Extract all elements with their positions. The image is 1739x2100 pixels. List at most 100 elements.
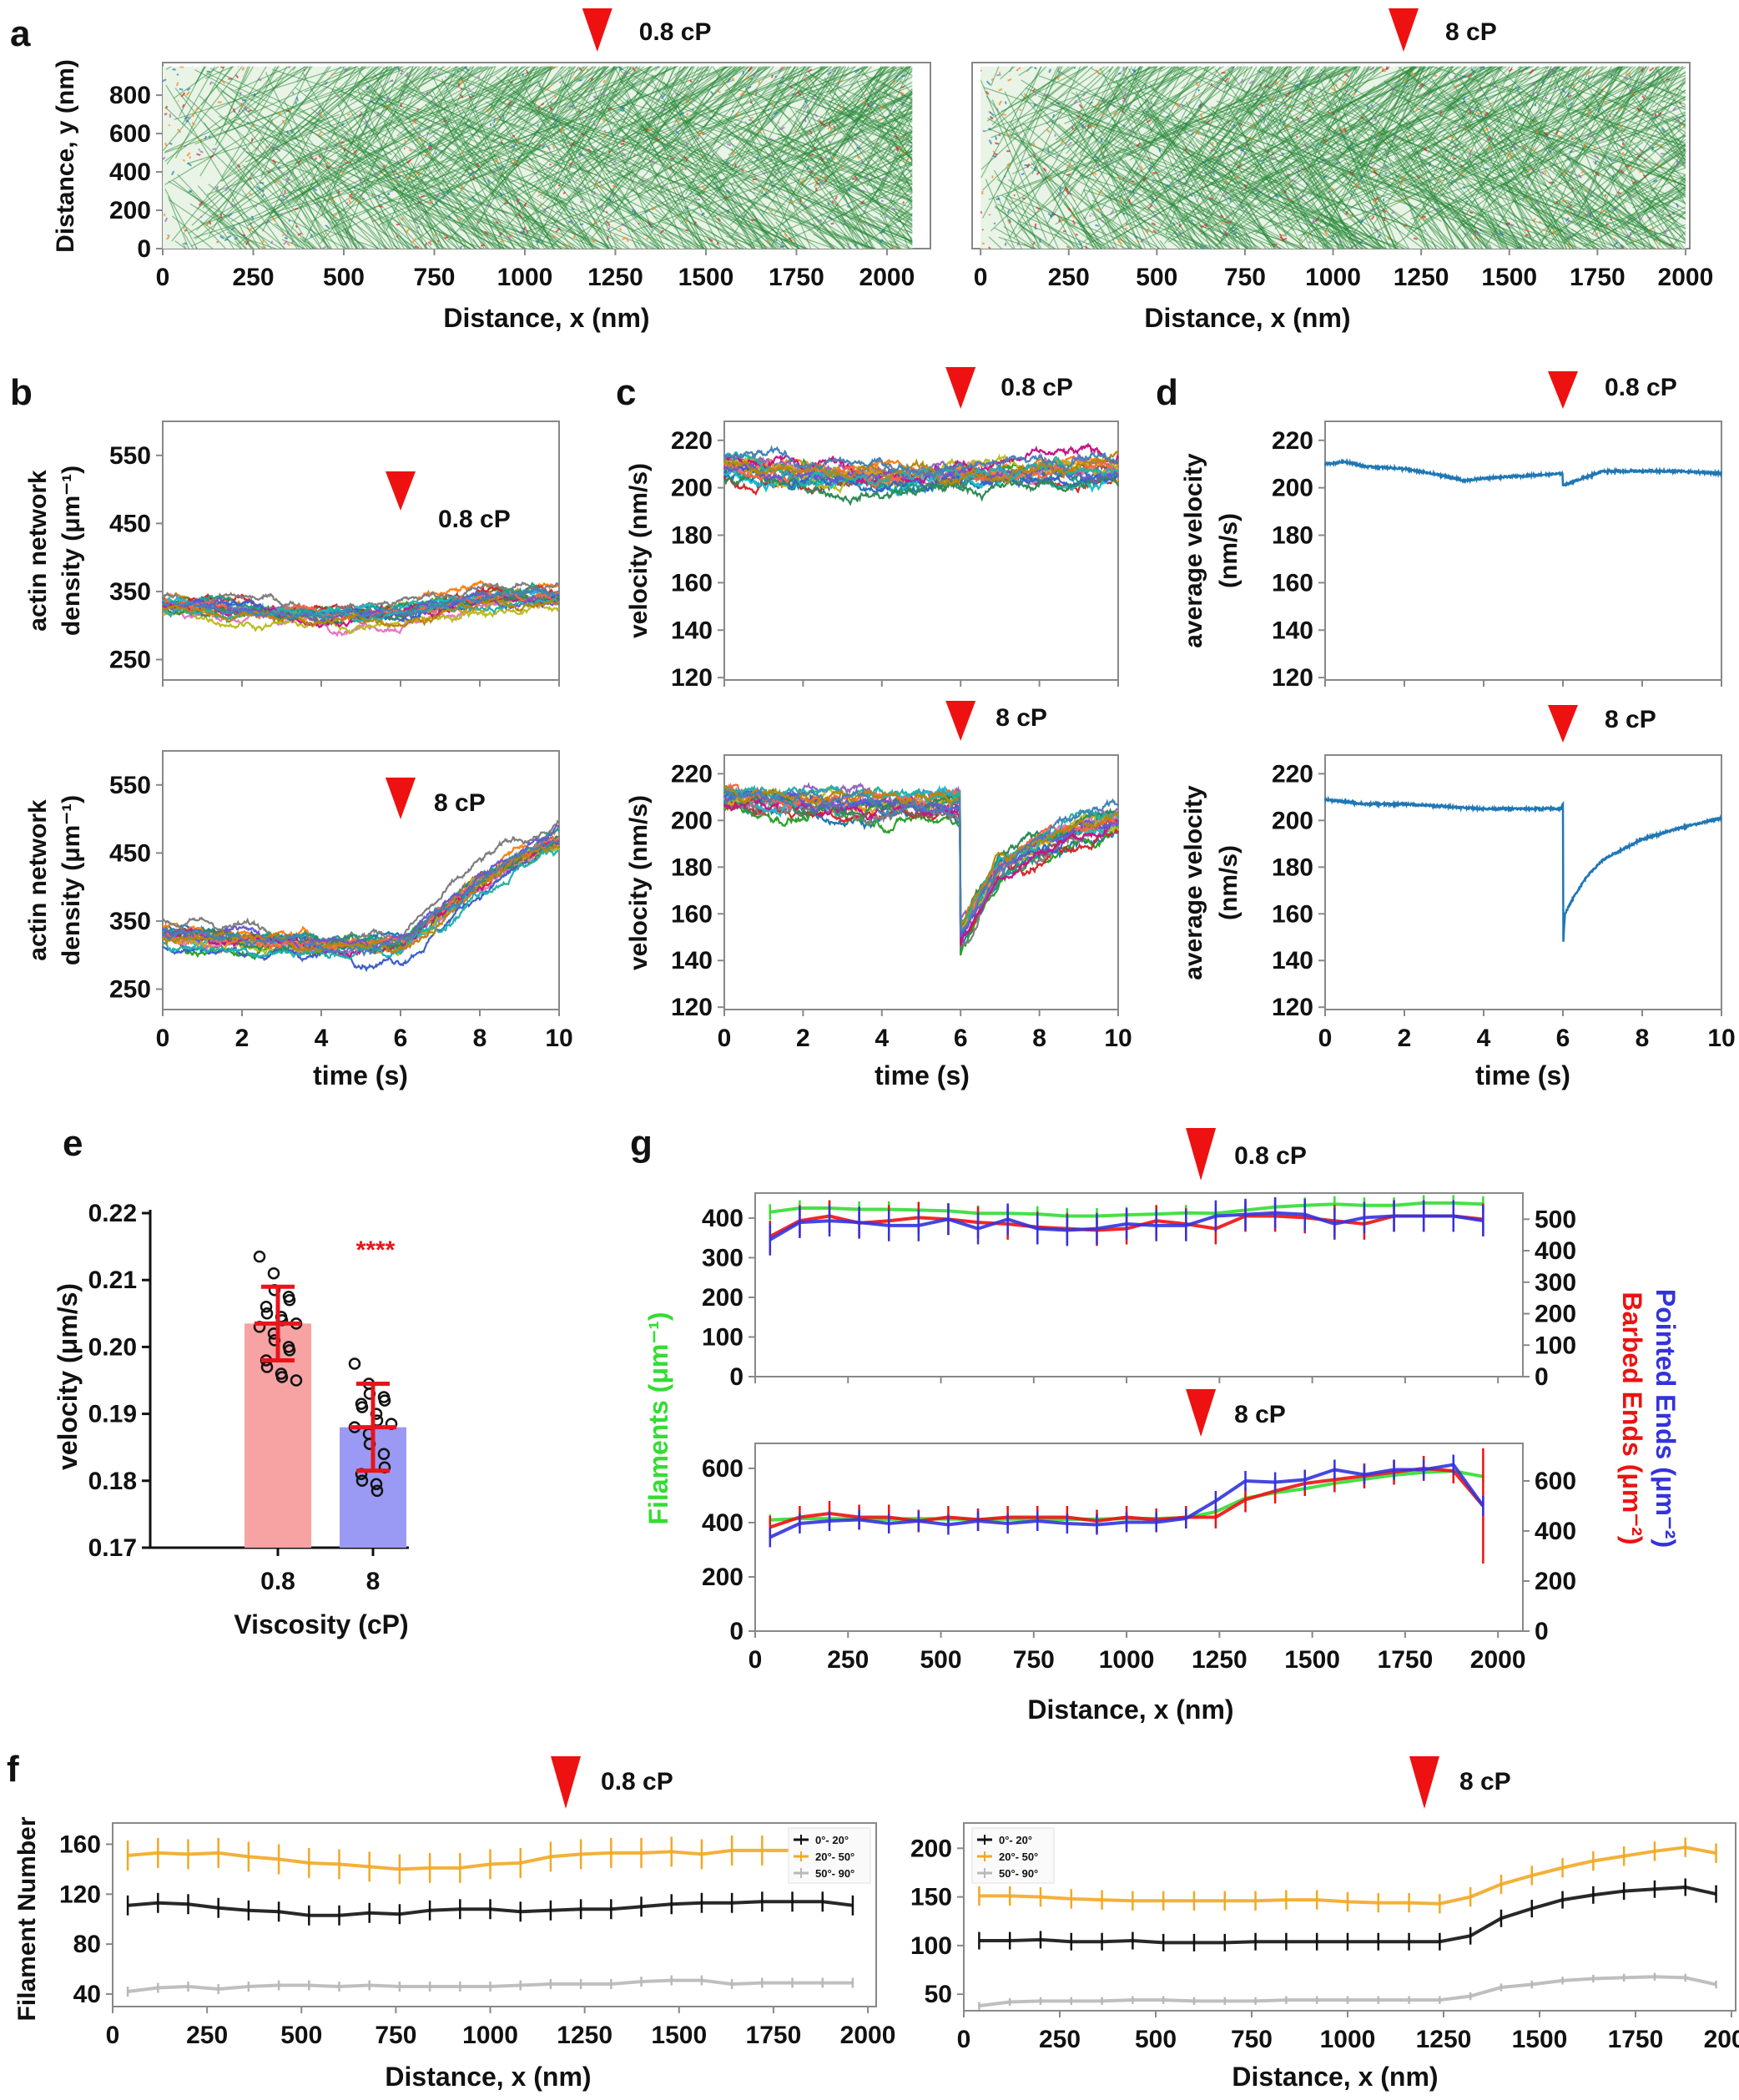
filament (1633, 186, 1686, 217)
filament-end (401, 69, 404, 73)
filament (1170, 189, 1248, 249)
filament-end (806, 165, 810, 170)
filament (1017, 220, 1091, 249)
filament-end (1227, 120, 1230, 123)
filament-end (1343, 128, 1347, 133)
filament-end (1676, 165, 1679, 168)
chart-e: 0.170.180.190.200.210.220.8 8****Viscosit… (53, 1123, 409, 1639)
filament-end (843, 100, 846, 103)
filament (491, 219, 507, 249)
filament-end (1127, 195, 1130, 199)
filament-end (1349, 142, 1353, 146)
filament-end (184, 144, 187, 148)
filament-end (1123, 92, 1127, 97)
filament-end (998, 100, 1002, 106)
barbed-ends-axis-label: Barbed Ends (μm⁻²) (1617, 1292, 1647, 1544)
filament (1166, 232, 1206, 249)
y-tick-label: 180 (1272, 522, 1313, 550)
filament-end (594, 182, 598, 187)
filament (1359, 66, 1422, 156)
filament-end (1621, 151, 1625, 156)
filament-end (754, 93, 758, 97)
filament (1429, 66, 1505, 105)
filament (1023, 93, 1150, 213)
filament-end (471, 195, 476, 201)
filament-end (1617, 191, 1622, 195)
filament-end (386, 96, 391, 100)
filament (602, 66, 669, 213)
filament-end (1462, 185, 1466, 189)
filament-end (198, 200, 204, 206)
filament-end (399, 103, 403, 108)
filament (235, 116, 370, 192)
filament-end (1136, 142, 1142, 148)
filament-end (317, 109, 321, 114)
filament-end (241, 98, 246, 102)
filament-end (1658, 144, 1662, 147)
plot-frame (754, 1192, 1524, 1377)
filament-end (1133, 68, 1137, 73)
plot-frame (1324, 754, 1722, 1010)
filament (1418, 66, 1454, 108)
filament (766, 112, 913, 179)
filament-end (470, 93, 475, 98)
filament (1616, 170, 1686, 219)
filament (1137, 89, 1428, 187)
actin-network (980, 66, 1686, 249)
x-tick-label: 250 (1039, 2026, 1081, 2053)
filament-end (1613, 241, 1619, 246)
filament-end (1067, 141, 1073, 147)
filament-end (1335, 161, 1340, 164)
filament (1429, 66, 1549, 149)
filament-end (186, 152, 191, 157)
x-tick-label: 1250 (1416, 2026, 1472, 2053)
filament-end (831, 199, 834, 204)
filament (189, 203, 265, 249)
filament-end (1021, 172, 1025, 176)
filament-end (579, 223, 584, 226)
filament-end (607, 227, 611, 231)
filament (628, 102, 913, 194)
filament-end (1006, 162, 1011, 167)
filament-end (1043, 93, 1047, 98)
filament-end (859, 200, 865, 205)
filament (1594, 132, 1686, 232)
filament (1182, 154, 1381, 249)
filament-end (1203, 224, 1208, 227)
filament-end (1578, 174, 1582, 179)
filament (1001, 66, 1061, 211)
filament (509, 66, 824, 184)
filament (251, 164, 369, 249)
filament-end (1052, 213, 1056, 216)
filament-end (1607, 157, 1613, 163)
filament-end (734, 164, 737, 168)
filament (264, 125, 379, 249)
filament-end (180, 92, 186, 98)
filament (1496, 131, 1565, 249)
filament (804, 79, 879, 184)
filament (1609, 162, 1686, 214)
data-point (253, 1250, 266, 1263)
filament (1595, 96, 1686, 144)
filament (394, 155, 445, 249)
y-tick-label: 200 (671, 807, 713, 834)
filament (368, 66, 400, 93)
filament (292, 66, 427, 206)
filament-end (988, 139, 993, 145)
filament (401, 66, 529, 193)
filament (518, 177, 688, 235)
y-tick-label: 0 (729, 1618, 743, 1645)
y-axis-label: velocity (μm/s) (53, 1283, 83, 1470)
filament-end (1300, 238, 1303, 241)
filament (224, 66, 251, 125)
filament-end (827, 202, 830, 206)
filament-end (1142, 177, 1147, 182)
filament (1478, 114, 1639, 187)
filament (490, 66, 586, 199)
legend-label: 20°- 50° (815, 1851, 854, 1863)
filament-end (828, 121, 831, 127)
filament-end (823, 175, 827, 179)
filament-end (1517, 245, 1522, 249)
x-tick-label: 250 (1048, 264, 1090, 291)
filament (820, 66, 897, 174)
